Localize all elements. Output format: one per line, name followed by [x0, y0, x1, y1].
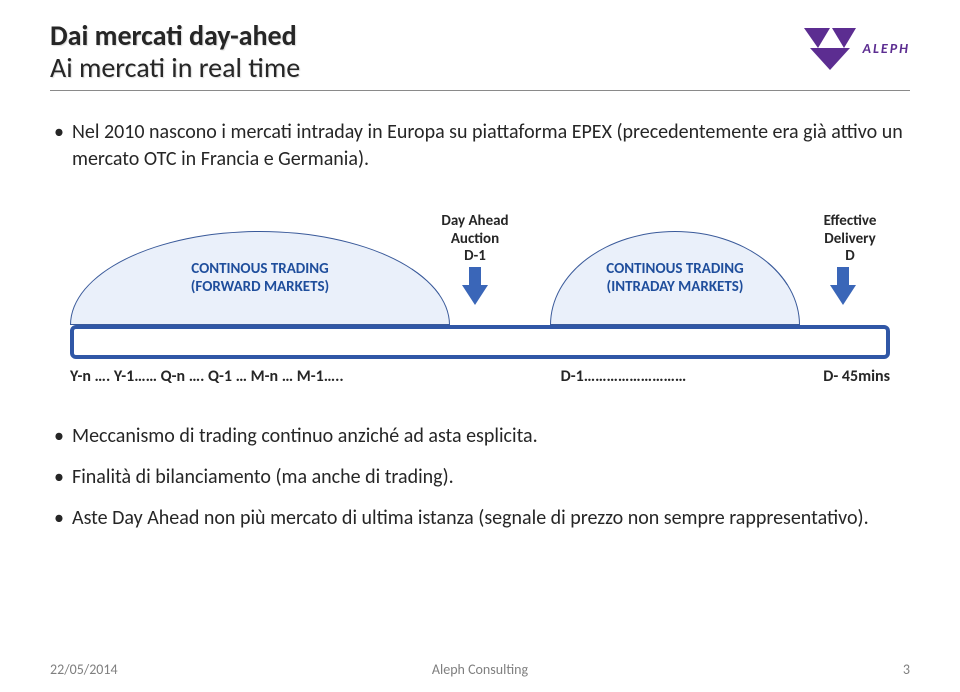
- arrow-down-icon: [830, 267, 856, 305]
- forward-markets-label: CONTINOUS TRADING (FORWARD MARKETS): [191, 260, 329, 296]
- timeline-right: D- 45mins: [823, 367, 890, 386]
- timeline-labels: Y-n …. Y-1…… Q-n …. Q-1 … M-n … M-1….. D…: [70, 367, 890, 386]
- effective-line1: Effective: [824, 212, 877, 230]
- day-ahead-label: Day Ahead Auction D-1: [415, 213, 535, 265]
- intraday-line2: (INTRADAY MARKETS): [607, 278, 744, 296]
- title-line1: Dai mercati day-ahed: [50, 20, 300, 52]
- arrow-down-icon: [462, 267, 488, 305]
- bullet-item: Aste Day Ahead non più mercato di ultima…: [50, 505, 910, 532]
- bullet-list: Meccanismo di trading continuo anziché a…: [50, 423, 910, 532]
- intro-bullet: Nel 2010 nascono i mercati intraday in E…: [50, 119, 910, 173]
- bullet-item: Meccanismo di trading continuo anziché a…: [50, 423, 910, 450]
- dayahead-line3: D-1: [464, 247, 486, 265]
- title-area: Dai mercati day-ahed Ai mercati in real …: [50, 20, 910, 91]
- timeline-left: Y-n …. Y-1…… Q-n …. Q-1 … M-n … M-1…..: [70, 367, 344, 386]
- intro-list: Nel 2010 nascono i mercati intraday in E…: [50, 119, 910, 173]
- title-line2: Ai mercati in real time: [50, 52, 300, 84]
- timeline-bar: [70, 325, 890, 359]
- footer: 22/05/2014 Aleph Consulting 3: [50, 661, 910, 678]
- effective-delivery-label: Effective Delivery D: [805, 213, 895, 265]
- title-text: Dai mercati day-ahed Ai mercati in real …: [50, 20, 300, 84]
- intraday-line1: CONTINOUS TRADING: [606, 260, 743, 278]
- effective-line3: D: [845, 247, 854, 265]
- logo: ALEPH: [802, 24, 910, 72]
- timeline-diagram: CONTINOUS TRADING (FORWARD MARKETS) CONT…: [70, 213, 890, 393]
- bullet-item: Finalità di bilanciamento (ma anche di t…: [50, 464, 910, 491]
- forward-markets-hump: CONTINOUS TRADING (FORWARD MARKETS): [70, 231, 450, 325]
- intraday-markets-hump: CONTINOUS TRADING (INTRADAY MARKETS): [550, 231, 800, 325]
- aleph-logo-icon: [802, 24, 858, 72]
- forward-line1: CONTINOUS TRADING: [191, 260, 328, 278]
- logo-word: ALEPH: [862, 40, 910, 57]
- dayahead-line2: Auction: [451, 230, 499, 248]
- timeline-mid: D-1………………………: [561, 367, 687, 386]
- dayahead-line1: Day Ahead: [441, 212, 508, 230]
- content-area: Nel 2010 nascono i mercati intraday in E…: [50, 91, 910, 532]
- forward-line2: (FORWARD MARKETS): [191, 278, 329, 296]
- intraday-markets-label: CONTINOUS TRADING (INTRADAY MARKETS): [606, 260, 743, 296]
- footer-center: Aleph Consulting: [50, 661, 910, 678]
- effective-line2: Delivery: [824, 230, 875, 248]
